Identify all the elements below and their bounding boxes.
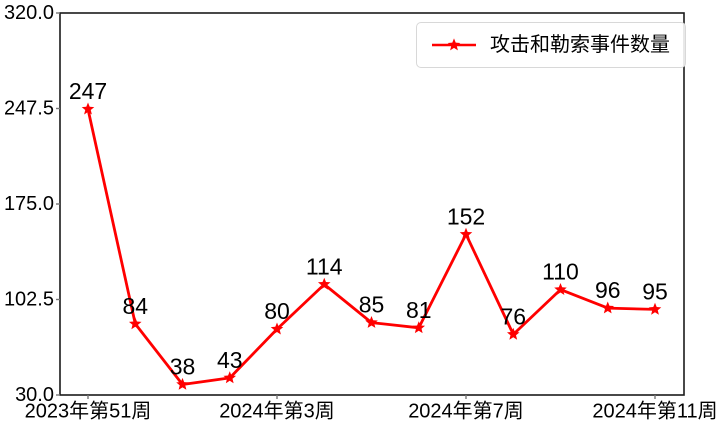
data-point-marker xyxy=(648,302,662,315)
legend: 攻击和勒索事件数量 xyxy=(416,22,686,68)
data-point-label: 81 xyxy=(406,297,432,323)
x-tick-label: 2024年第3周 xyxy=(219,400,335,423)
data-point-marker xyxy=(128,317,142,330)
data-point-marker xyxy=(317,277,331,290)
data-point-label: 84 xyxy=(122,293,148,319)
data-point-label: 110 xyxy=(542,259,579,285)
x-tick-label: 2024年第11周 xyxy=(592,400,717,423)
plot-frame xyxy=(59,12,685,396)
data-point-marker xyxy=(554,283,567,295)
data-point-marker xyxy=(81,102,95,115)
y-tick-label: 247.5 xyxy=(4,98,54,120)
data-point-marker xyxy=(601,301,615,314)
data-point-label: 80 xyxy=(264,298,290,324)
data-point-label: 43 xyxy=(217,347,243,373)
data-point-label: 114 xyxy=(306,253,343,279)
data-point-marker xyxy=(412,321,426,334)
data-point-marker xyxy=(459,227,473,240)
y-tick-label: 30.0 xyxy=(15,384,54,406)
legend-label: 攻击和勒索事件数量 xyxy=(490,34,670,56)
data-point-label: 152 xyxy=(447,203,485,229)
data-point-label: 96 xyxy=(595,277,621,303)
legend-star-marker xyxy=(447,38,461,51)
y-tick-label: 320.0 xyxy=(4,2,54,24)
data-point-label: 76 xyxy=(500,303,526,329)
data-point-marker xyxy=(365,315,378,328)
data-point-label: 95 xyxy=(642,278,668,304)
data-series-line xyxy=(86,107,657,386)
legend-line-star-icon xyxy=(432,38,476,51)
x-tick-label: 2023年第51周 xyxy=(25,400,152,423)
data-point-label: 38 xyxy=(170,353,196,379)
data-point-marker xyxy=(176,377,189,390)
data-point-marker xyxy=(270,322,284,335)
data-point-marker xyxy=(506,327,520,340)
y-tick-label: 102.5 xyxy=(4,289,54,311)
x-tick-label: 2024年第7周 xyxy=(408,400,524,423)
data-point-label: 85 xyxy=(359,292,385,318)
data-point-label: 247 xyxy=(69,78,107,104)
data-point-marker xyxy=(223,371,237,384)
y-tick-label: 175.0 xyxy=(4,193,54,215)
